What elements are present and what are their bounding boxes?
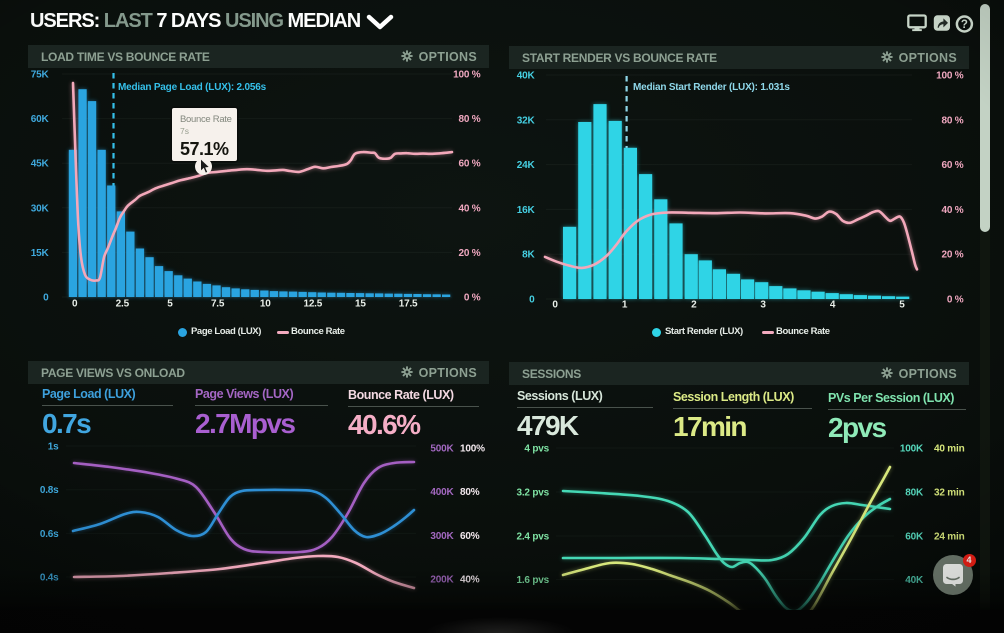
svg-text:30K: 30K <box>31 203 50 214</box>
svg-text:7.5: 7.5 <box>211 299 225 310</box>
svg-text:32K: 32K <box>517 115 536 126</box>
svg-text:3.2 pvs: 3.2 pvs <box>516 488 549 499</box>
svg-text:60K: 60K <box>905 532 924 543</box>
svg-text:3: 3 <box>760 300 766 311</box>
svg-text:40 %: 40 % <box>459 203 481 214</box>
svg-text:5: 5 <box>899 300 905 311</box>
svg-text:60%: 60% <box>460 531 480 542</box>
svg-text:80%: 80% <box>460 487 480 498</box>
svg-text:100 %: 100 % <box>453 70 481 81</box>
svg-text:2.4 pvs: 2.4 pvs <box>516 532 549 543</box>
svg-text:12.5: 12.5 <box>303 299 322 310</box>
svg-text:24K: 24K <box>517 160 536 171</box>
svg-text:80K: 80K <box>905 488 924 499</box>
svg-text:500K: 500K <box>430 444 454 455</box>
svg-text:8K: 8K <box>522 250 535 261</box>
svg-text:0: 0 <box>72 299 78 310</box>
svg-text:100%: 100% <box>460 444 485 455</box>
svg-text:0: 0 <box>43 293 49 304</box>
svg-text:20 %: 20 % <box>459 248 481 259</box>
svg-text:75K: 75K <box>31 70 50 81</box>
svg-text:45K: 45K <box>31 159 50 170</box>
svg-text:0: 0 <box>552 300 558 311</box>
svg-text:80 %: 80 % <box>459 114 481 125</box>
svg-text:60 %: 60 % <box>459 159 481 170</box>
svg-text:2: 2 <box>691 300 697 311</box>
svg-text:100 %: 100 % <box>936 71 964 82</box>
svg-text:0 %: 0 % <box>464 293 481 304</box>
svg-text:16K: 16K <box>517 205 536 216</box>
svg-text:15K: 15K <box>31 248 50 259</box>
svg-text:1s: 1s <box>48 442 59 453</box>
svg-text:2.5: 2.5 <box>116 299 130 310</box>
svg-text:0: 0 <box>529 295 535 306</box>
svg-text:?: ? <box>961 19 968 31</box>
svg-text:4: 4 <box>830 300 836 311</box>
svg-text:400K: 400K <box>430 487 454 498</box>
svg-text:32 min: 32 min <box>934 488 965 499</box>
svg-text:60 %: 60 % <box>942 160 964 171</box>
svg-text:40 %: 40 % <box>942 205 964 216</box>
svg-text:1: 1 <box>622 300 628 311</box>
svg-text:40K: 40K <box>517 71 536 82</box>
svg-text:40 min: 40 min <box>934 444 965 455</box>
svg-text:80 %: 80 % <box>942 115 964 126</box>
svg-text:10: 10 <box>260 299 271 310</box>
svg-text:4 pvs: 4 pvs <box>524 444 549 455</box>
svg-text:0.6s: 0.6s <box>40 529 59 540</box>
svg-text:300K: 300K <box>430 531 454 542</box>
svg-text:0.8s: 0.8s <box>40 485 59 496</box>
svg-text:24 min: 24 min <box>934 532 965 543</box>
svg-text:20 %: 20 % <box>942 250 964 261</box>
svg-text:15: 15 <box>355 299 366 310</box>
svg-text:100K: 100K <box>900 444 924 455</box>
svg-text:0 %: 0 % <box>947 295 964 306</box>
svg-text:Median Start Render (LUX): 1.0: Median Start Render (LUX): 1.031s <box>633 82 790 93</box>
svg-text:5: 5 <box>167 299 173 310</box>
svg-text:Median Page Load (LUX): 2.056s: Median Page Load (LUX): 2.056s <box>118 82 267 93</box>
svg-text:17.5: 17.5 <box>399 299 418 310</box>
svg-text:60K: 60K <box>31 114 50 125</box>
